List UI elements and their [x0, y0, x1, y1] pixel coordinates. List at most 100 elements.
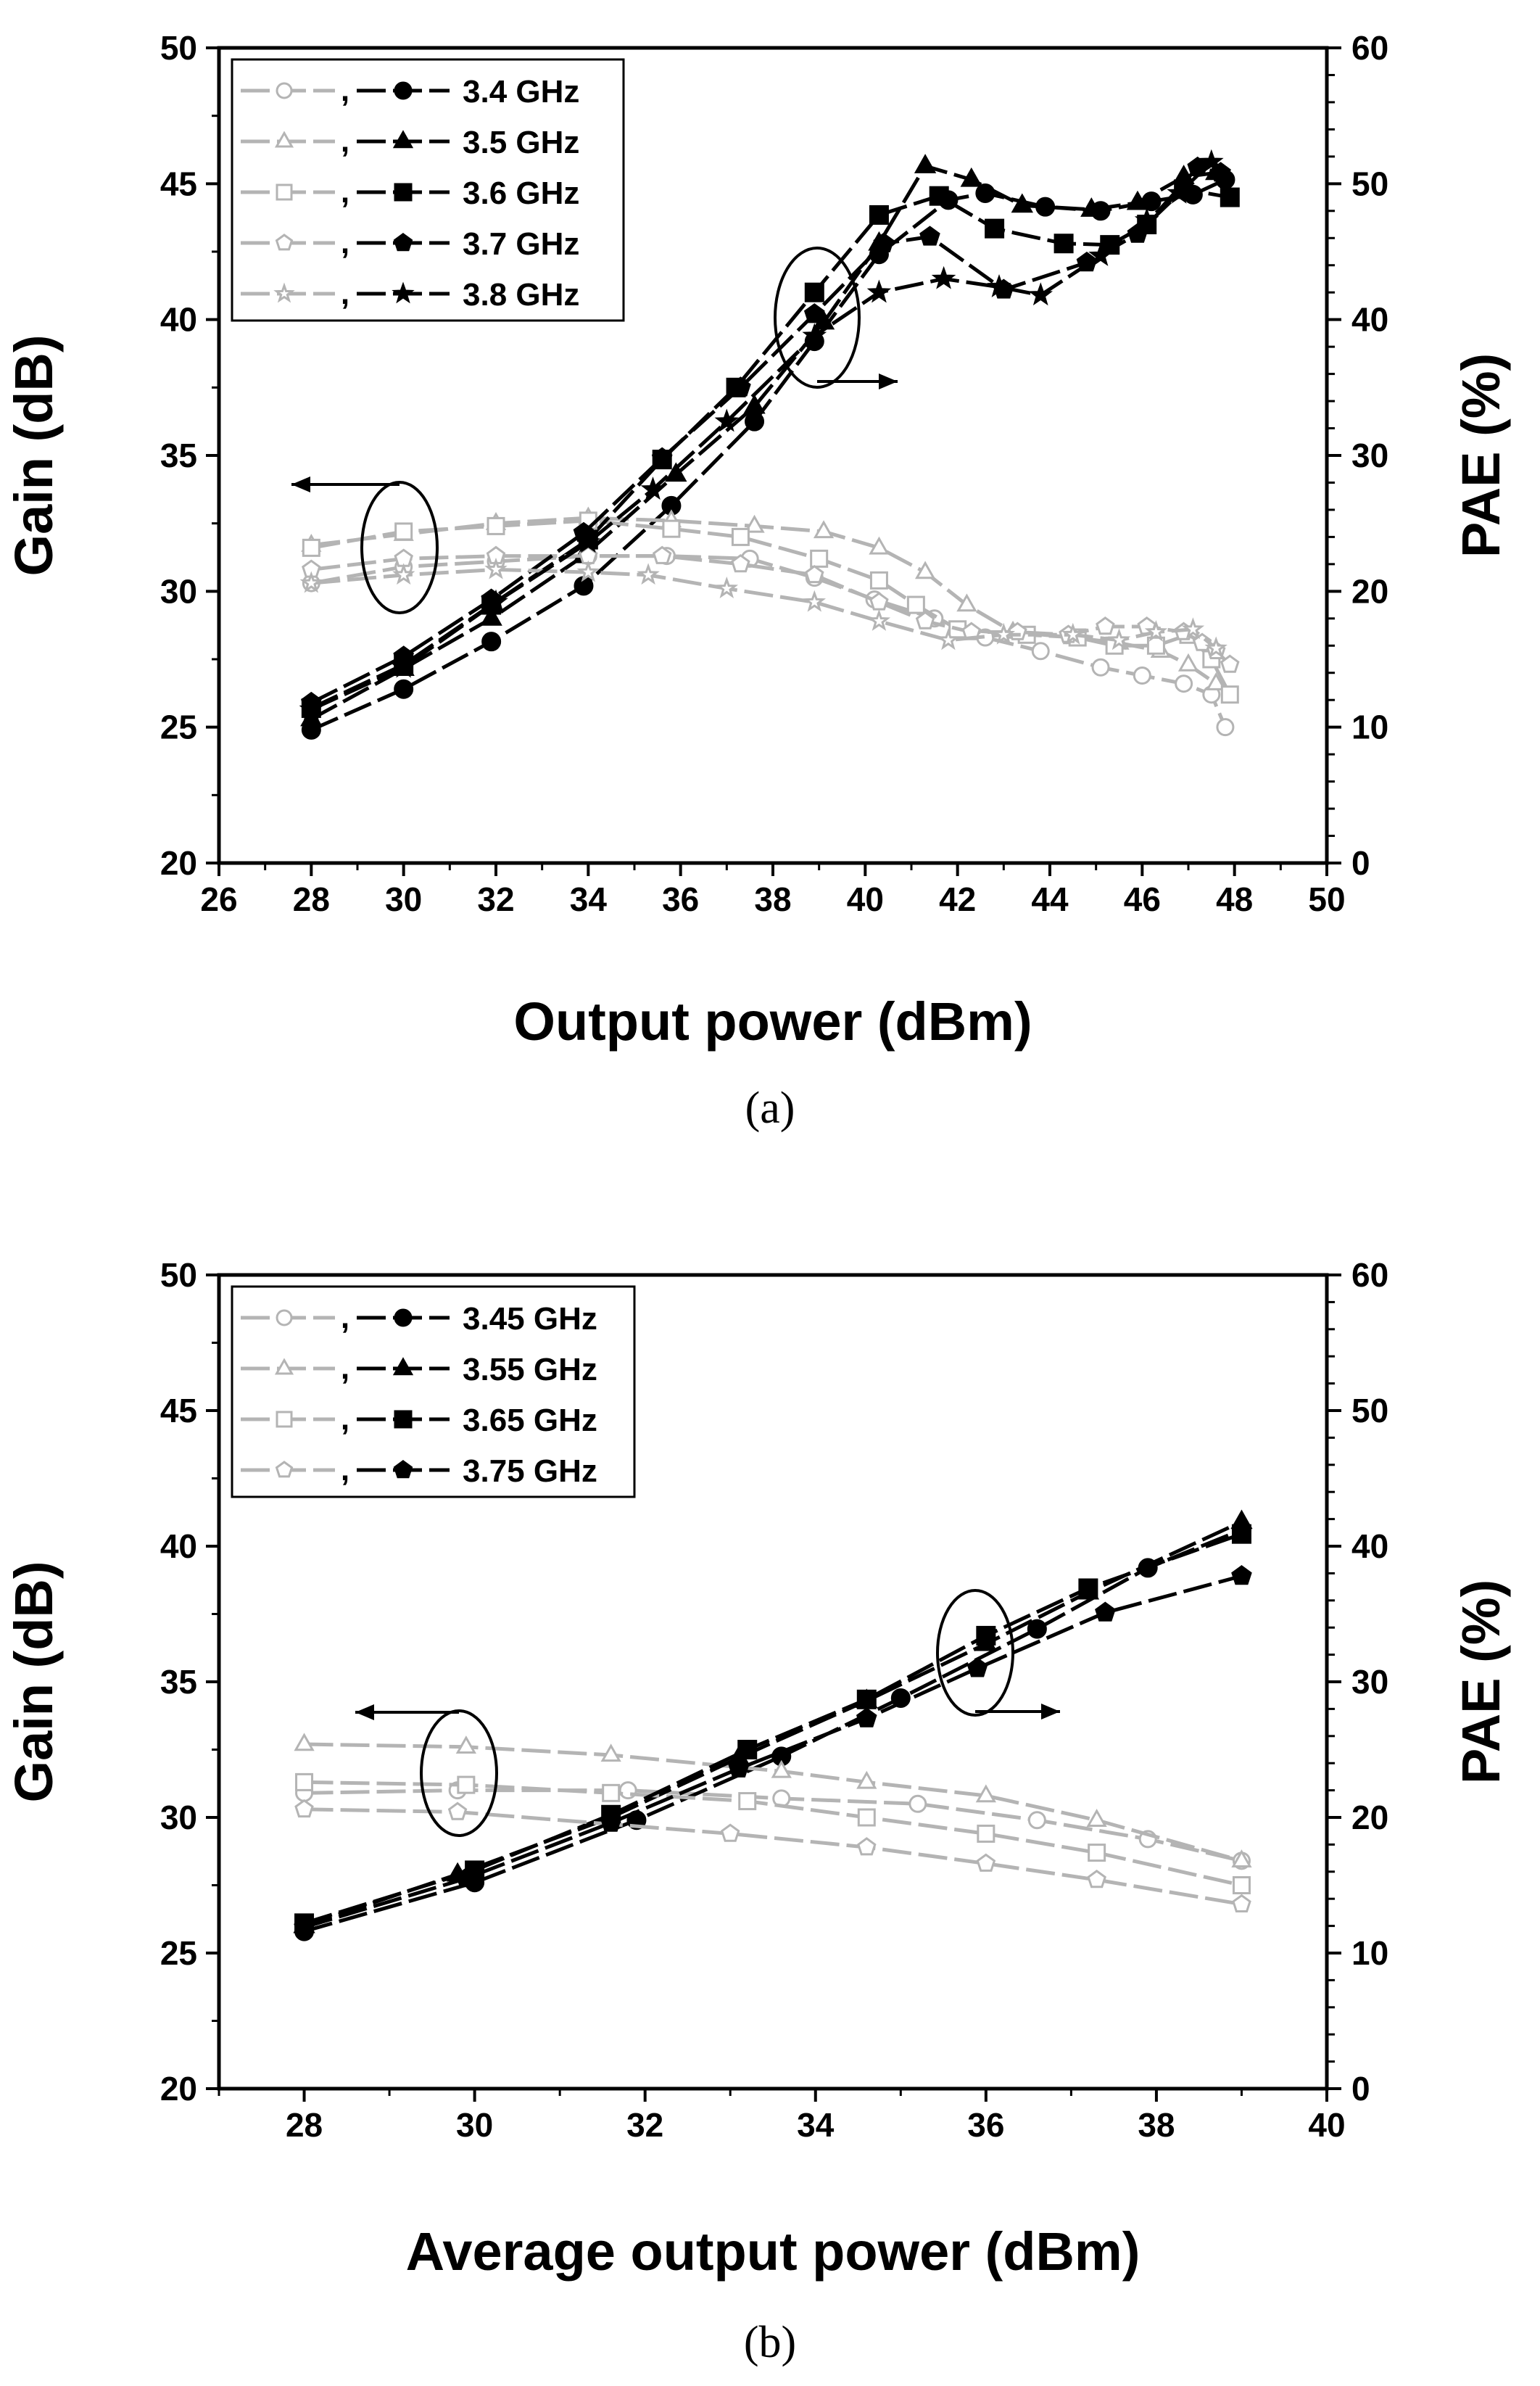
pae-point — [576, 529, 601, 553]
gain-point — [906, 595, 925, 614]
gain-point — [1175, 674, 1193, 693]
y2-tick-label: 30 — [1351, 437, 1388, 474]
legend-pae-marker — [392, 130, 414, 149]
pae-point — [1053, 234, 1074, 254]
pae-point — [1220, 187, 1240, 207]
legend-entry: , 3.6 GHz — [241, 174, 579, 211]
legend-label: 3.7 GHz — [463, 226, 579, 262]
gain-point — [1144, 619, 1168, 642]
x-tick-label: 36 — [662, 880, 699, 918]
gain-point — [1220, 685, 1239, 704]
legend-entry: , 3.55 GHz — [241, 1350, 597, 1387]
x-tick-label: 34 — [797, 2106, 835, 2144]
legend-gain-marker — [276, 1411, 293, 1428]
y2-tick-label: 20 — [1351, 1799, 1388, 1836]
gain-point — [805, 564, 824, 584]
pae-line — [303, 1532, 1243, 1925]
gain-point — [447, 1801, 468, 1820]
pae-point — [966, 1657, 988, 1677]
pae-point — [737, 1740, 758, 1759]
legend-pae-marker — [393, 233, 413, 252]
legend-separator: , — [341, 1401, 349, 1437]
legend-separator: , — [341, 123, 349, 159]
legend-separator: , — [341, 1350, 349, 1386]
x-tick-label: 28 — [293, 880, 330, 918]
gain-point — [720, 1823, 740, 1842]
y2-tick-label: 10 — [1351, 709, 1388, 746]
gain-point — [484, 557, 508, 579]
gain-point — [600, 1743, 621, 1762]
gain-point — [1088, 1844, 1106, 1862]
gain-line — [304, 1780, 1243, 1887]
pae-point — [802, 323, 827, 347]
gain-point — [1061, 622, 1085, 645]
y-tick-label: 25 — [160, 1934, 197, 1972]
pae-point — [1028, 282, 1053, 306]
legend-entry: , 3.7 GHz — [241, 225, 579, 262]
legend-gain-marker — [276, 1309, 293, 1326]
x-tick-label: 36 — [967, 2106, 1004, 2144]
gain-point — [294, 1799, 314, 1818]
y-axis-title: Gain (dB) — [4, 1561, 64, 1803]
pae-point — [919, 226, 940, 246]
gain-point — [1177, 653, 1199, 672]
y2-tick-label: 30 — [1351, 1663, 1388, 1701]
y-tick-label: 30 — [160, 572, 197, 610]
gain-point — [455, 1735, 476, 1754]
gain-point — [295, 1772, 314, 1791]
pae-point — [299, 696, 324, 720]
pae-point — [1199, 149, 1224, 173]
gain-group-ellipse — [360, 481, 439, 614]
gain-line — [304, 1742, 1243, 1863]
pae-point — [1027, 1619, 1047, 1639]
x-tick-label: 42 — [939, 880, 976, 918]
x-tick-label: 30 — [456, 2106, 493, 2144]
legend-label: 3.4 GHz — [463, 74, 579, 110]
y-tick-label: 30 — [160, 1799, 197, 1836]
legend-entry: , 3.8 GHz — [241, 276, 579, 313]
gain-point — [394, 522, 413, 541]
x-axis-title: Output power (dBm) — [513, 991, 1032, 1052]
pae-point — [866, 279, 892, 303]
gain-point — [1206, 672, 1227, 690]
pae-point — [665, 462, 687, 482]
pae-point — [960, 167, 982, 187]
legend: , 3.45 GHz, 3.55 GHz, 3.65 GHz, 3.75 GHz — [231, 1285, 636, 1498]
legend-pae-marker — [394, 81, 413, 100]
x-tick-label: 28 — [286, 2106, 323, 2144]
y2-tick-label: 50 — [1351, 165, 1388, 202]
pae-point — [987, 274, 1011, 298]
legend-entry: , 3.5 GHz — [241, 123, 579, 160]
gain-point — [487, 516, 505, 535]
gain-point — [302, 538, 320, 557]
legend-pae-marker — [394, 1410, 413, 1429]
y2-tick-label: 0 — [1351, 844, 1370, 882]
pae-point — [743, 394, 766, 414]
x-tick-label: 26 — [200, 880, 237, 918]
series-3-8-GHz — [299, 149, 1228, 720]
legend-label: 3.45 GHz — [463, 1301, 597, 1337]
gain-point — [992, 622, 1016, 645]
pae-point — [728, 1757, 750, 1778]
legend-label: 3.5 GHz — [463, 125, 579, 160]
gain-point — [294, 1733, 315, 1751]
gain-point — [744, 514, 765, 533]
x-axis-title: Average output power (dBm) — [406, 2221, 1140, 2282]
y2-tick-label: 60 — [1351, 1256, 1388, 1294]
pae-point — [640, 476, 666, 500]
pae-point — [856, 1689, 877, 1709]
chart-panel-a: 26 28 30 32 34 36 38 40 42 44 46 48 50 20 25 30 35 40 45 50… — [4, 29, 1511, 1133]
gain-line — [311, 554, 1232, 666]
y2-tick-label: 40 — [1351, 1527, 1388, 1565]
pae-point — [294, 1916, 315, 1936]
gain-point — [1086, 1809, 1107, 1827]
pae-point — [929, 186, 949, 206]
x-tick-label: 38 — [754, 880, 791, 918]
gain-point — [857, 1837, 877, 1856]
gain-point — [867, 608, 891, 631]
y2-tick-label: 60 — [1351, 29, 1388, 67]
gain-point — [652, 545, 672, 564]
legend-entry: , 3.45 GHz — [241, 1300, 597, 1337]
pae-point — [931, 265, 956, 289]
